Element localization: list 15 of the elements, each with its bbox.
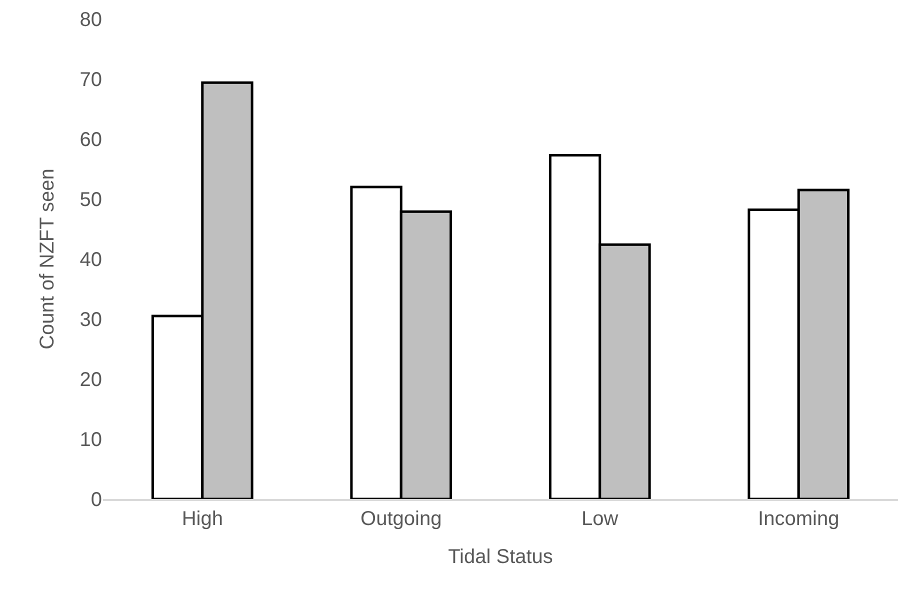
x-tick-label: Outgoing (360, 508, 442, 530)
x-tick-label: High (182, 508, 223, 530)
y-tick-label: 60 (80, 129, 102, 151)
y-tick-label: 40 (80, 249, 102, 271)
y-tick-label: 30 (80, 309, 102, 331)
y-tick-label: 70 (80, 69, 102, 91)
x-tick-label: Incoming (758, 508, 840, 530)
y-tick-label: 0 (90, 489, 102, 511)
y-tick-label: 50 (80, 189, 102, 211)
x-tick-label: Low (582, 508, 619, 530)
y-tick-label: 10 (80, 429, 102, 451)
y-tick-label: 20 (80, 369, 102, 391)
x-axis-title: Tidal Status (448, 546, 553, 568)
y-tick-label: 80 (80, 9, 102, 31)
y-axis-title: Count of NZFT seen (36, 168, 58, 350)
